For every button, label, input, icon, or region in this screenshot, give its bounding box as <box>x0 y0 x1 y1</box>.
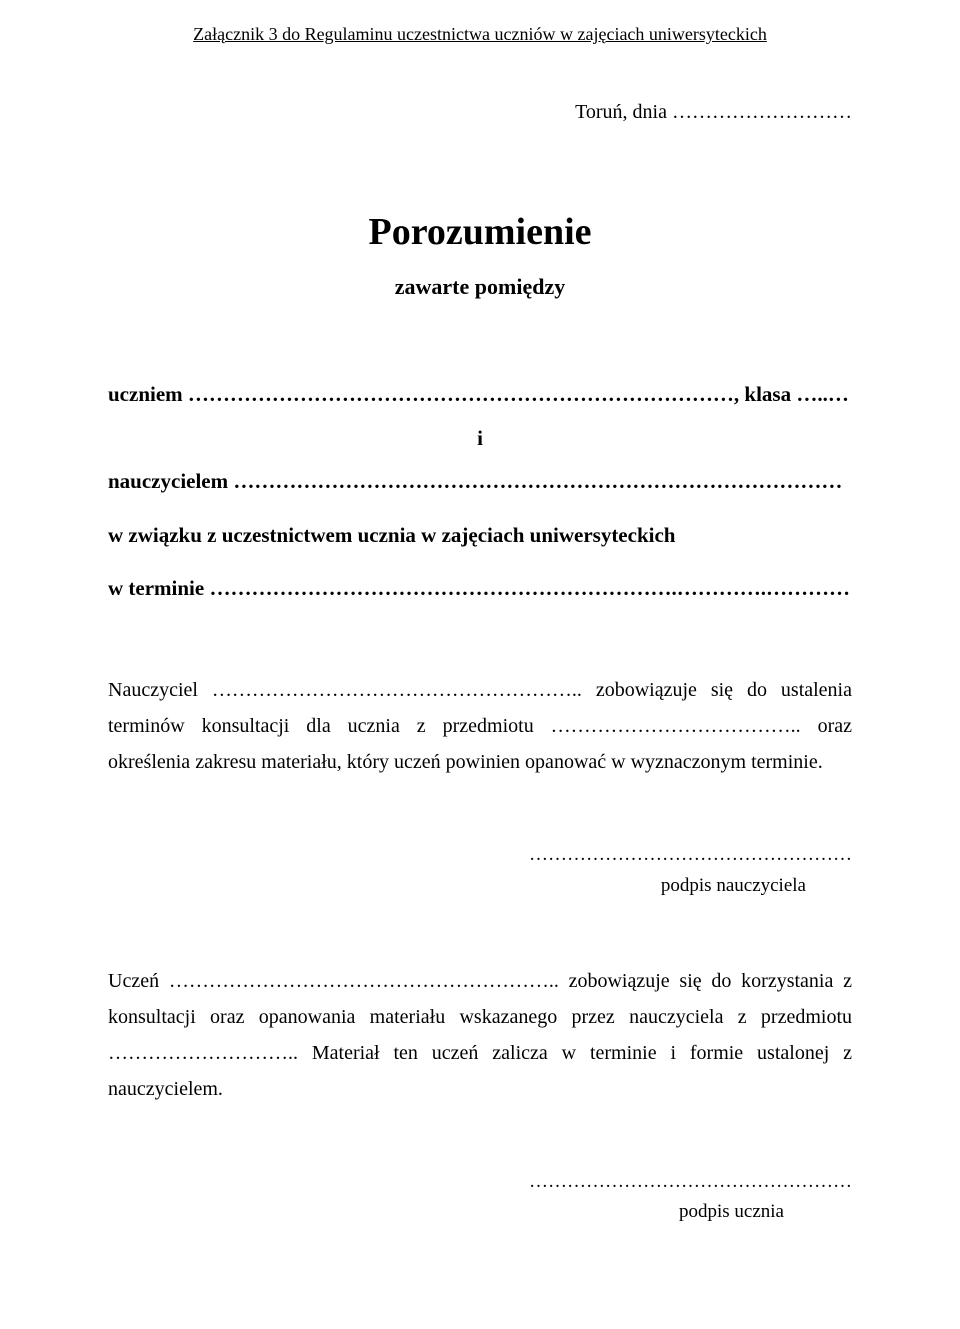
conjunction-i: i <box>108 426 852 451</box>
student-field: uczniem ……………………………………………………………………, klas… <box>108 376 852 414</box>
context-line-1: w związku z uczestnictwem ucznia w zajęc… <box>108 517 852 555</box>
teacher-signature-label: podpis nauczyciela <box>108 871 852 901</box>
student-signature-block: …………………………………………… podpis ucznia <box>108 1167 852 1228</box>
context-line-2: w terminie ………………………………………………………….………….…… <box>108 570 852 608</box>
attachment-header: Załącznik 3 do Regulaminu uczestnictwa u… <box>108 24 852 45</box>
student-signature-label: podpis ucznia <box>108 1197 852 1227</box>
teacher-signature-dots: …………………………………………… <box>108 840 852 870</box>
document-title: Porozumienie <box>108 210 852 254</box>
date-line: Toruń, dnia ……………………… <box>108 101 852 124</box>
teacher-obligation-paragraph: Nauczyciel ……………………………………………….. zobowiąz… <box>108 672 852 780</box>
subtitle: zawarte pomiędzy <box>108 274 852 300</box>
teacher-field: nauczycielem ………………………………………………………………………… <box>108 463 852 501</box>
student-signature-dots: …………………………………………… <box>108 1167 852 1197</box>
teacher-signature-block: …………………………………………… podpis nauczyciela <box>108 840 852 901</box>
student-obligation-paragraph: Uczeń ………………………………………………….. zobowiązuje … <box>108 963 852 1107</box>
